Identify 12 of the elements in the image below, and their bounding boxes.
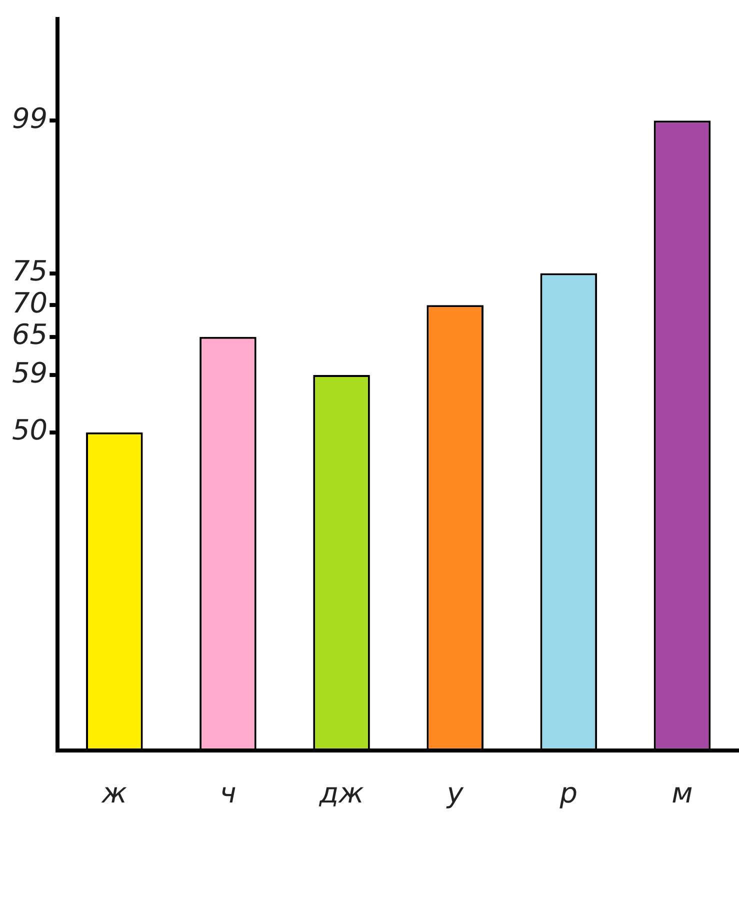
y-tick-label: 99 xyxy=(12,102,48,135)
x-tick-label: ч xyxy=(220,776,236,810)
y-tick-label: 59 xyxy=(12,356,48,390)
y-tick-label: 65 xyxy=(12,318,48,352)
x-tick-label: р xyxy=(558,776,578,810)
x-tick-label: м xyxy=(672,776,693,810)
x-tick-label: дж xyxy=(318,776,364,810)
y-tick-label: 70 xyxy=(12,286,48,320)
y-tick-label: 75 xyxy=(12,254,48,288)
x-tick-label: ж xyxy=(100,776,128,810)
y-tick-label: 50 xyxy=(12,414,48,447)
x-tick-label: у xyxy=(446,776,464,810)
